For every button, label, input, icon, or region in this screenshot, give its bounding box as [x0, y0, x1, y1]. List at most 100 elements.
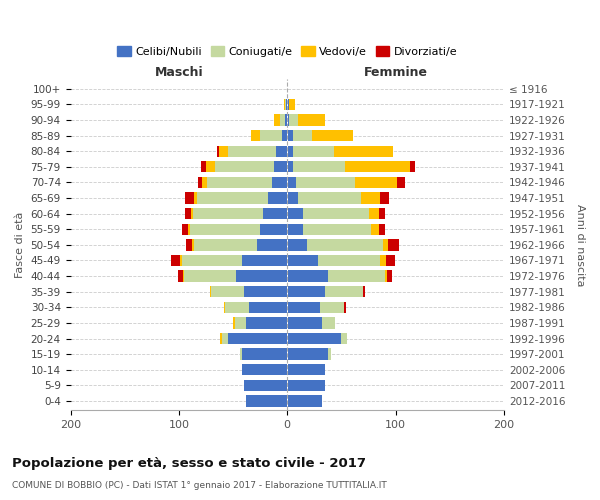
Bar [380, 192, 389, 203]
Bar [211, 286, 244, 298]
Bar [287, 380, 325, 391]
Bar [242, 364, 287, 376]
Bar [328, 348, 331, 360]
Text: Popolazione per età, sesso e stato civile - 2017: Popolazione per età, sesso e stato civil… [12, 458, 366, 470]
Bar [287, 162, 288, 172]
Bar [251, 130, 260, 141]
Bar [287, 192, 298, 203]
Bar [191, 208, 193, 220]
Bar [307, 240, 383, 250]
Bar [217, 146, 219, 157]
Bar [304, 208, 368, 220]
Bar [284, 99, 285, 110]
Bar [260, 130, 282, 141]
Bar [287, 302, 288, 313]
Bar [274, 114, 280, 126]
Bar [207, 177, 272, 188]
Bar [219, 146, 227, 157]
Bar [312, 130, 353, 141]
Bar [287, 255, 317, 266]
Bar [200, 162, 206, 172]
Bar [368, 208, 379, 220]
Bar [287, 318, 322, 328]
Bar [192, 240, 194, 250]
Bar [222, 333, 227, 344]
Bar [287, 364, 288, 376]
Bar [334, 146, 394, 157]
Bar [287, 130, 293, 141]
Bar [325, 286, 363, 298]
Bar [287, 286, 288, 298]
Bar [397, 177, 406, 188]
Bar [383, 240, 388, 250]
Bar [379, 208, 385, 220]
Bar [202, 177, 207, 188]
Bar [257, 240, 287, 250]
Bar [182, 224, 188, 235]
Bar [194, 240, 257, 250]
Bar [171, 255, 180, 266]
Bar [322, 318, 335, 328]
Bar [287, 192, 288, 203]
Bar [287, 333, 288, 344]
Bar [250, 302, 287, 313]
Bar [268, 192, 287, 203]
Bar [287, 146, 293, 157]
Bar [293, 146, 334, 157]
Bar [287, 333, 341, 344]
Y-axis label: Anni di nascita: Anni di nascita [575, 204, 585, 286]
Legend: Celibi/Nubili, Coniugati/e, Vedovi/e, Divorziati/e: Celibi/Nubili, Coniugati/e, Vedovi/e, Di… [113, 42, 461, 62]
Bar [287, 224, 288, 235]
Bar [215, 162, 274, 172]
Bar [298, 192, 361, 203]
Bar [199, 177, 202, 188]
Bar [287, 162, 293, 172]
Bar [344, 302, 346, 313]
Bar [272, 177, 287, 188]
Bar [282, 130, 287, 141]
Bar [285, 99, 286, 110]
Bar [287, 224, 304, 235]
Bar [317, 255, 380, 266]
Bar [260, 224, 287, 235]
Bar [328, 270, 385, 281]
Bar [185, 192, 194, 203]
Bar [263, 208, 287, 220]
Bar [246, 396, 287, 406]
Bar [287, 83, 289, 94]
Bar [287, 380, 288, 391]
Text: Femmine: Femmine [364, 66, 428, 78]
Bar [287, 396, 288, 406]
Bar [298, 114, 325, 126]
Bar [274, 162, 287, 172]
Bar [227, 146, 277, 157]
Bar [287, 114, 289, 126]
Bar [287, 255, 288, 266]
Bar [182, 255, 242, 266]
Text: COMUNE DI BOBBIO (PC) - Dati ISTAT 1° gennaio 2017 - Elaborazione TUTTITALIA.IT: COMUNE DI BOBBIO (PC) - Dati ISTAT 1° ge… [12, 481, 387, 490]
Bar [287, 318, 288, 328]
Bar [236, 270, 287, 281]
Bar [287, 348, 328, 360]
Bar [287, 177, 288, 188]
Bar [379, 224, 385, 235]
Text: Maschi: Maschi [155, 66, 203, 78]
Bar [220, 333, 222, 344]
Bar [233, 318, 235, 328]
Bar [287, 270, 288, 281]
Bar [206, 162, 215, 172]
Bar [193, 208, 263, 220]
Bar [287, 364, 325, 376]
Bar [287, 208, 304, 220]
Bar [387, 270, 392, 281]
Bar [227, 333, 287, 344]
Bar [246, 318, 287, 328]
Bar [410, 162, 415, 172]
Bar [287, 146, 288, 157]
Bar [363, 286, 365, 298]
Bar [388, 240, 399, 250]
Bar [320, 302, 344, 313]
Bar [341, 333, 347, 344]
Bar [287, 114, 288, 126]
Bar [296, 177, 355, 188]
